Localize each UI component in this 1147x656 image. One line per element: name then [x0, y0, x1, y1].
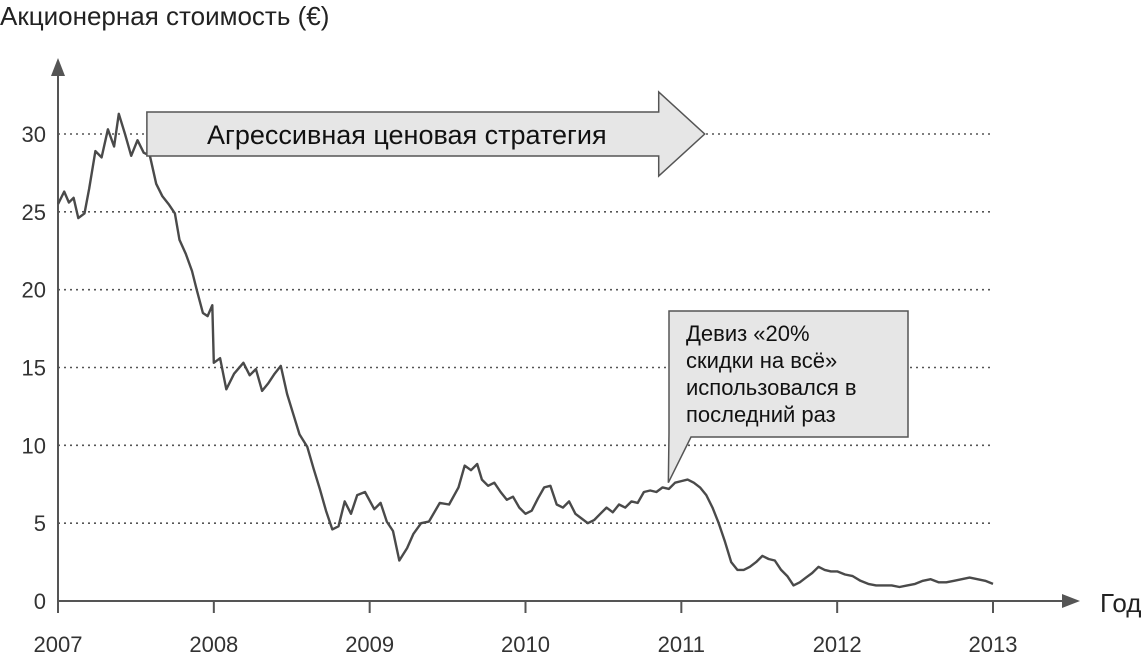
y-tick-label: 10: [22, 433, 46, 458]
x-axis-arrowhead: [1062, 594, 1080, 608]
x-tick-label: 2012: [813, 632, 862, 656]
strategy-arrow: Агрессивная ценовая стратегия: [146, 90, 706, 178]
y-tick-labels: 0 5 10 15 20 25 30: [22, 122, 46, 614]
slogan-callout-bubble: [667, 310, 909, 484]
y-axis-arrowhead: [51, 58, 65, 76]
y-tick-label: 5: [34, 511, 46, 536]
y-tick-label: 30: [22, 122, 46, 147]
y-tick-label: 20: [22, 278, 46, 303]
strategy-arrow-label: Агрессивная ценовая стратегия: [207, 120, 607, 150]
y-tick-label: 0: [34, 589, 46, 614]
x-tick-label: 2008: [189, 632, 238, 656]
x-tick-label: 2013: [969, 632, 1018, 656]
x-tick-label: 2011: [658, 632, 705, 656]
x-tick-labels: 2007 2008 2009 2010 2011 2012 2013: [34, 601, 1018, 656]
x-tick-label: 2009: [345, 632, 394, 656]
x-tick-label: 2007: [34, 632, 83, 656]
slogan-callout: Девиз «20% скидки на всё» использовался …: [667, 310, 909, 484]
y-tick-label: 15: [22, 356, 46, 381]
x-tick-label: 2010: [501, 632, 550, 656]
y-tick-label: 25: [22, 200, 46, 225]
axes: [51, 58, 1080, 608]
callout-line-4: последний раз: [686, 402, 836, 427]
x-axis-title: Год: [1100, 588, 1141, 618]
strategy-arrow-shape: [146, 90, 706, 178]
callout-line-2: скидки на всё»: [686, 348, 837, 373]
share-value-line: [56, 112, 994, 589]
callout-line-1: Девиз «20%: [686, 321, 810, 346]
y-axis-title: Акционерная стоимость (€): [0, 1, 329, 31]
callout-line-3: использовался в: [686, 375, 857, 400]
